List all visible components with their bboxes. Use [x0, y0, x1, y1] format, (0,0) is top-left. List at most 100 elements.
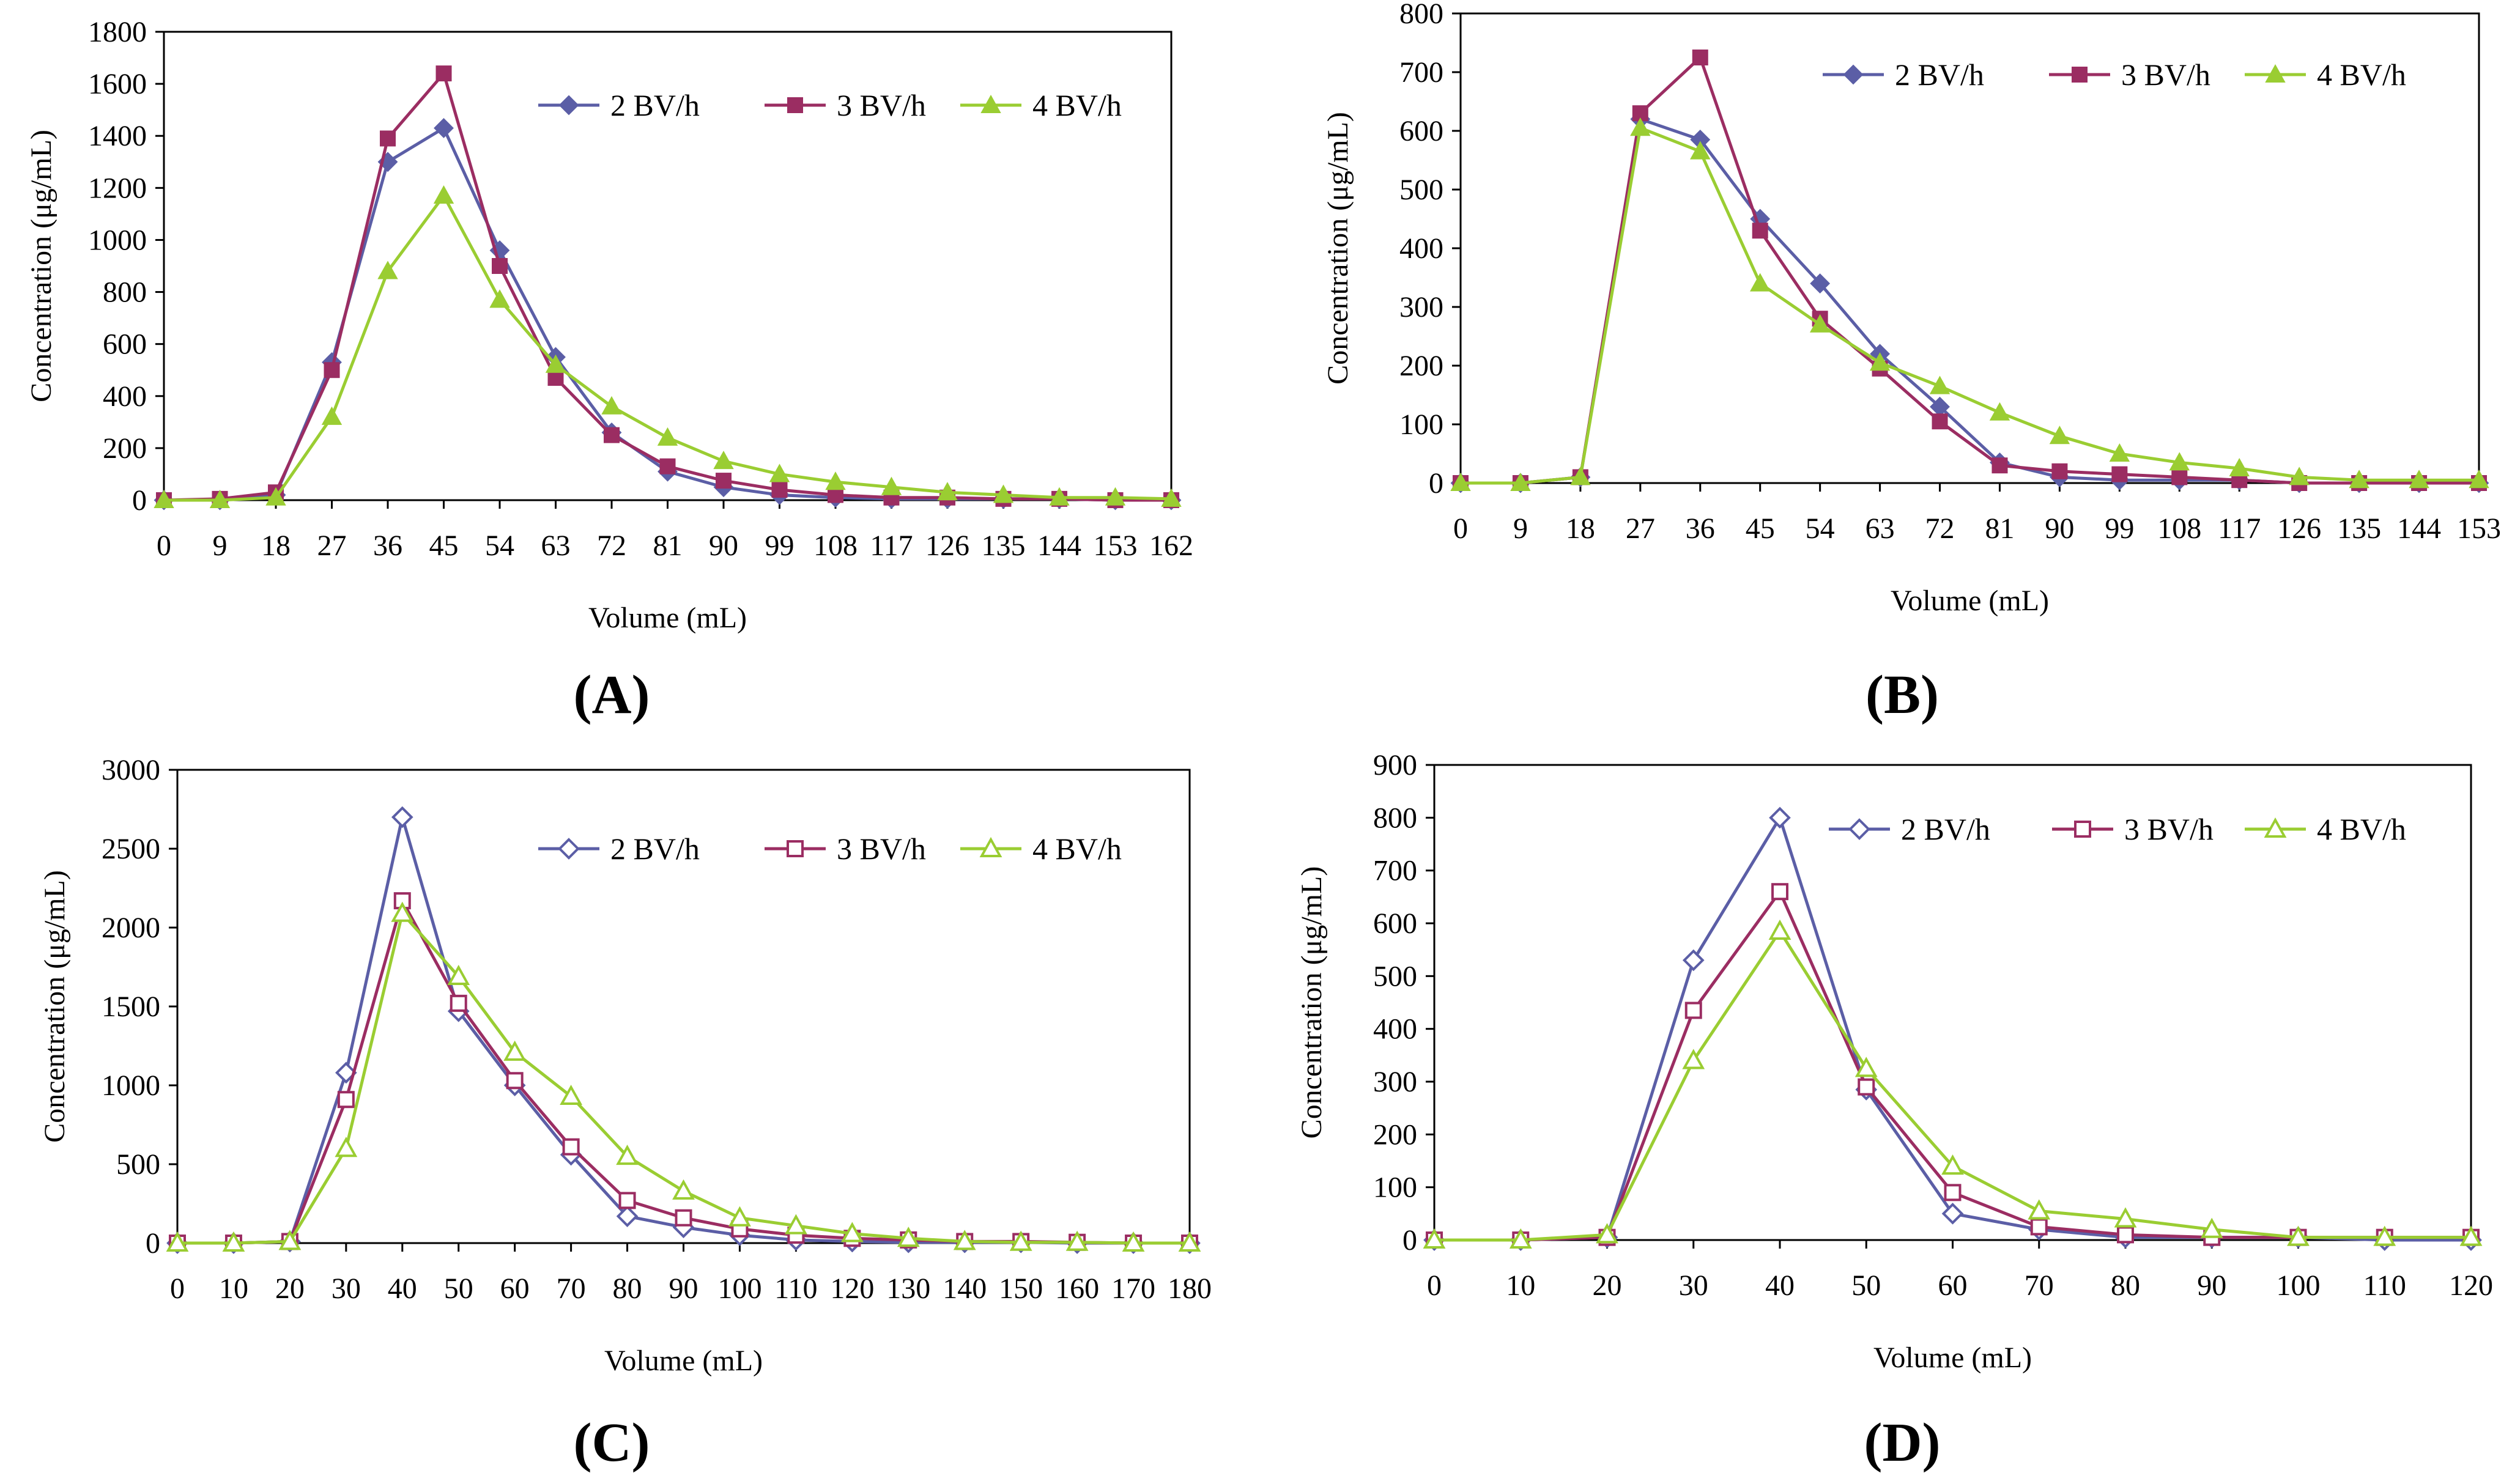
x-tick-label-a: 117 [870, 530, 913, 562]
x-tick-label-b: 126 [2277, 512, 2321, 545]
x-tick-label-a: 99 [765, 530, 795, 562]
x-axis-label-a: Volume (mL) [588, 602, 747, 634]
y-tick-label-c: 0 [146, 1227, 160, 1260]
data-point-d-2 [2117, 1226, 2134, 1244]
data-point-a-2 [604, 427, 620, 443]
chart-b-svg: 0 100 200 300 400 500 600 700 800 0 9 18 27 36 45 54 63 7… [1322, 0, 2501, 617]
chart-a-svg: 0 200 400 600 800 1000 1200 1400 1600 1800 0 9 18 27 3… [25, 16, 1193, 634]
x-tick-label-a: 9 [213, 530, 228, 562]
x-tick-label-d: 20 [1593, 1269, 1622, 1302]
data-point-b-2 [2111, 466, 2128, 482]
data-point-d-3 [1682, 1049, 1705, 1069]
data-point-a-3 [993, 484, 1014, 503]
x-tick-label-b: 108 [2157, 512, 2201, 545]
legend-label-d-2: 3 BV/h [2124, 812, 2214, 846]
data-point-a-3 [321, 406, 343, 425]
panel-caption-d: (D) [1864, 1412, 1941, 1473]
legend-label-a-2: 3 BV/h [837, 88, 926, 122]
x-tick-label-d: 30 [1679, 1269, 1708, 1302]
data-point-d-3 [1596, 1223, 1618, 1244]
x-tick-label-a: 144 [1037, 530, 1081, 562]
data-point-a-3 [489, 289, 510, 308]
data-point-b-3 [1750, 273, 1771, 292]
data-point-a-3 [601, 396, 622, 415]
x-tick-label-d: 50 [1851, 1269, 1881, 1302]
data-point-b-3 [2349, 470, 2369, 489]
x-tick-label-a: 54 [485, 530, 514, 562]
data-point-b-2 [2051, 463, 2068, 479]
y-axis-label-b: Concentration (μg/mL) [1322, 112, 1354, 385]
data-point-d-3 [2459, 1225, 2483, 1246]
x-tick-label-b: 153 [2457, 512, 2501, 545]
data-point-a-3 [377, 260, 398, 279]
data-point-b-3 [1989, 402, 2010, 421]
x-tick-label-c: 110 [774, 1272, 817, 1305]
data-point-d-3 [2200, 1217, 2223, 1238]
x-tick-label-b: 81 [1985, 512, 2014, 545]
data-point-c-3 [897, 1227, 920, 1247]
data-point-b-2 [1692, 50, 1708, 65]
legend-marker-c-3 [979, 836, 1002, 857]
legend-marker-c-1 [558, 838, 580, 860]
x-tick-label-c: 70 [557, 1272, 586, 1305]
data-point-c-3 [1122, 1231, 1145, 1252]
x-tick-label-b: 36 [1686, 512, 1715, 545]
data-point-d-3 [1941, 1154, 1964, 1175]
y-tick-label-a: 1400 [88, 120, 147, 152]
data-point-b-2 [2171, 469, 2188, 485]
x-tick-label-a: 0 [157, 530, 171, 562]
y-tick-label-d: 300 [1373, 1066, 1417, 1098]
data-point-b-3 [2409, 470, 2429, 489]
data-point-d-3 [2287, 1225, 2310, 1246]
x-tick-label-c: 120 [830, 1272, 874, 1305]
x-tick-label-a: 36 [373, 530, 402, 562]
x-tick-label-b: 9 [1513, 512, 1528, 545]
data-point-d-3 [2114, 1207, 2137, 1228]
legend-label-c-3: 4 BV/h [1032, 832, 1122, 866]
x-tick-label-b: 0 [1453, 512, 1468, 545]
x-tick-label-c: 30 [332, 1272, 361, 1305]
data-point-d-2 [1944, 1184, 1962, 1202]
series-line-d-1 [1434, 814, 2471, 1242]
data-point-d-2 [2030, 1218, 2048, 1236]
x-tick-label-b: 18 [1566, 512, 1595, 545]
data-point-a-1 [434, 118, 454, 138]
legend-label-a-3: 4 BV/h [1032, 88, 1122, 122]
x-tick-label-d: 90 [2197, 1269, 2226, 1302]
chart-panel-d: 0 100 200 300 400 500 600 700 800 900 0 10 20 30 40 50 6… [1291, 742, 2512, 1484]
x-tick-label-d: 80 [2111, 1269, 2140, 1302]
y-tick-label-a: 1200 [88, 172, 147, 204]
y-tick-label-b: 200 [1399, 350, 1443, 382]
data-point-a-3 [881, 476, 902, 495]
y-tick-label-c: 2000 [102, 912, 160, 944]
data-point-a-3 [1161, 488, 1182, 507]
x-tick-label-c: 160 [1055, 1272, 1099, 1305]
data-point-a-3 [713, 451, 734, 470]
data-point-d-1 [1682, 949, 1705, 972]
data-point-c-3 [222, 1231, 245, 1252]
data-point-c-3 [166, 1231, 189, 1252]
x-tick-label-c: 140 [943, 1272, 987, 1305]
data-point-d-2 [1858, 1078, 1875, 1096]
legend-marker-c-2 [787, 840, 804, 857]
data-point-b-2 [1932, 413, 1948, 430]
legend-label-b-3: 4 BV/h [2317, 57, 2406, 92]
data-point-a-3 [657, 427, 678, 446]
data-point-a-2 [380, 130, 396, 147]
x-axis-label-d: Volume (mL) [1873, 1342, 2032, 1374]
legend-label-b-1: 2 BV/h [1895, 57, 1984, 92]
data-point-a-3 [545, 354, 566, 373]
data-point-a-2 [547, 369, 564, 386]
data-point-b-2 [1752, 223, 1768, 239]
y-tick-label-d: 0 [1402, 1224, 1417, 1257]
legend-label-c-2: 3 BV/h [837, 832, 926, 866]
chart-panel-a: 0 200 400 600 800 1000 1200 1400 1600 1800 0 9 18 27 3… [0, 0, 1229, 742]
data-point-b-3 [1869, 352, 1891, 371]
data-point-b-3 [1630, 117, 1651, 136]
y-tick-label-b: 300 [1399, 291, 1443, 323]
data-point-d-3 [1768, 919, 1791, 940]
data-point-c-3 [672, 1179, 695, 1200]
data-point-a-2 [716, 473, 732, 489]
data-point-c-1 [335, 1061, 357, 1084]
chart-d-svg: 0 100 200 300 400 500 600 700 800 900 0 10 20 30 40 50 6… [1295, 749, 2493, 1374]
